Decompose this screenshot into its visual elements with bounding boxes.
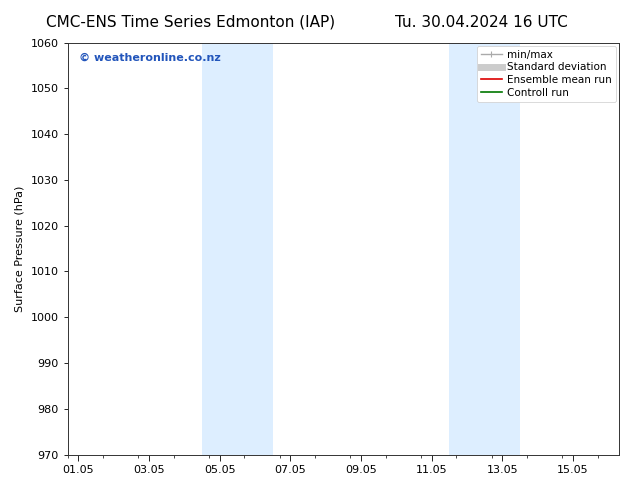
Y-axis label: Surface Pressure (hPa): Surface Pressure (hPa) — [15, 185, 25, 312]
Text: Tu. 30.04.2024 16 UTC: Tu. 30.04.2024 16 UTC — [396, 15, 568, 30]
Legend: min/max, Standard deviation, Ensemble mean run, Controll run: min/max, Standard deviation, Ensemble me… — [477, 46, 616, 102]
Text: CMC-ENS Time Series Edmonton (IAP): CMC-ENS Time Series Edmonton (IAP) — [46, 15, 335, 30]
Text: © weatheronline.co.nz: © weatheronline.co.nz — [79, 53, 221, 63]
Bar — [450, 43, 520, 455]
Bar — [202, 43, 273, 455]
